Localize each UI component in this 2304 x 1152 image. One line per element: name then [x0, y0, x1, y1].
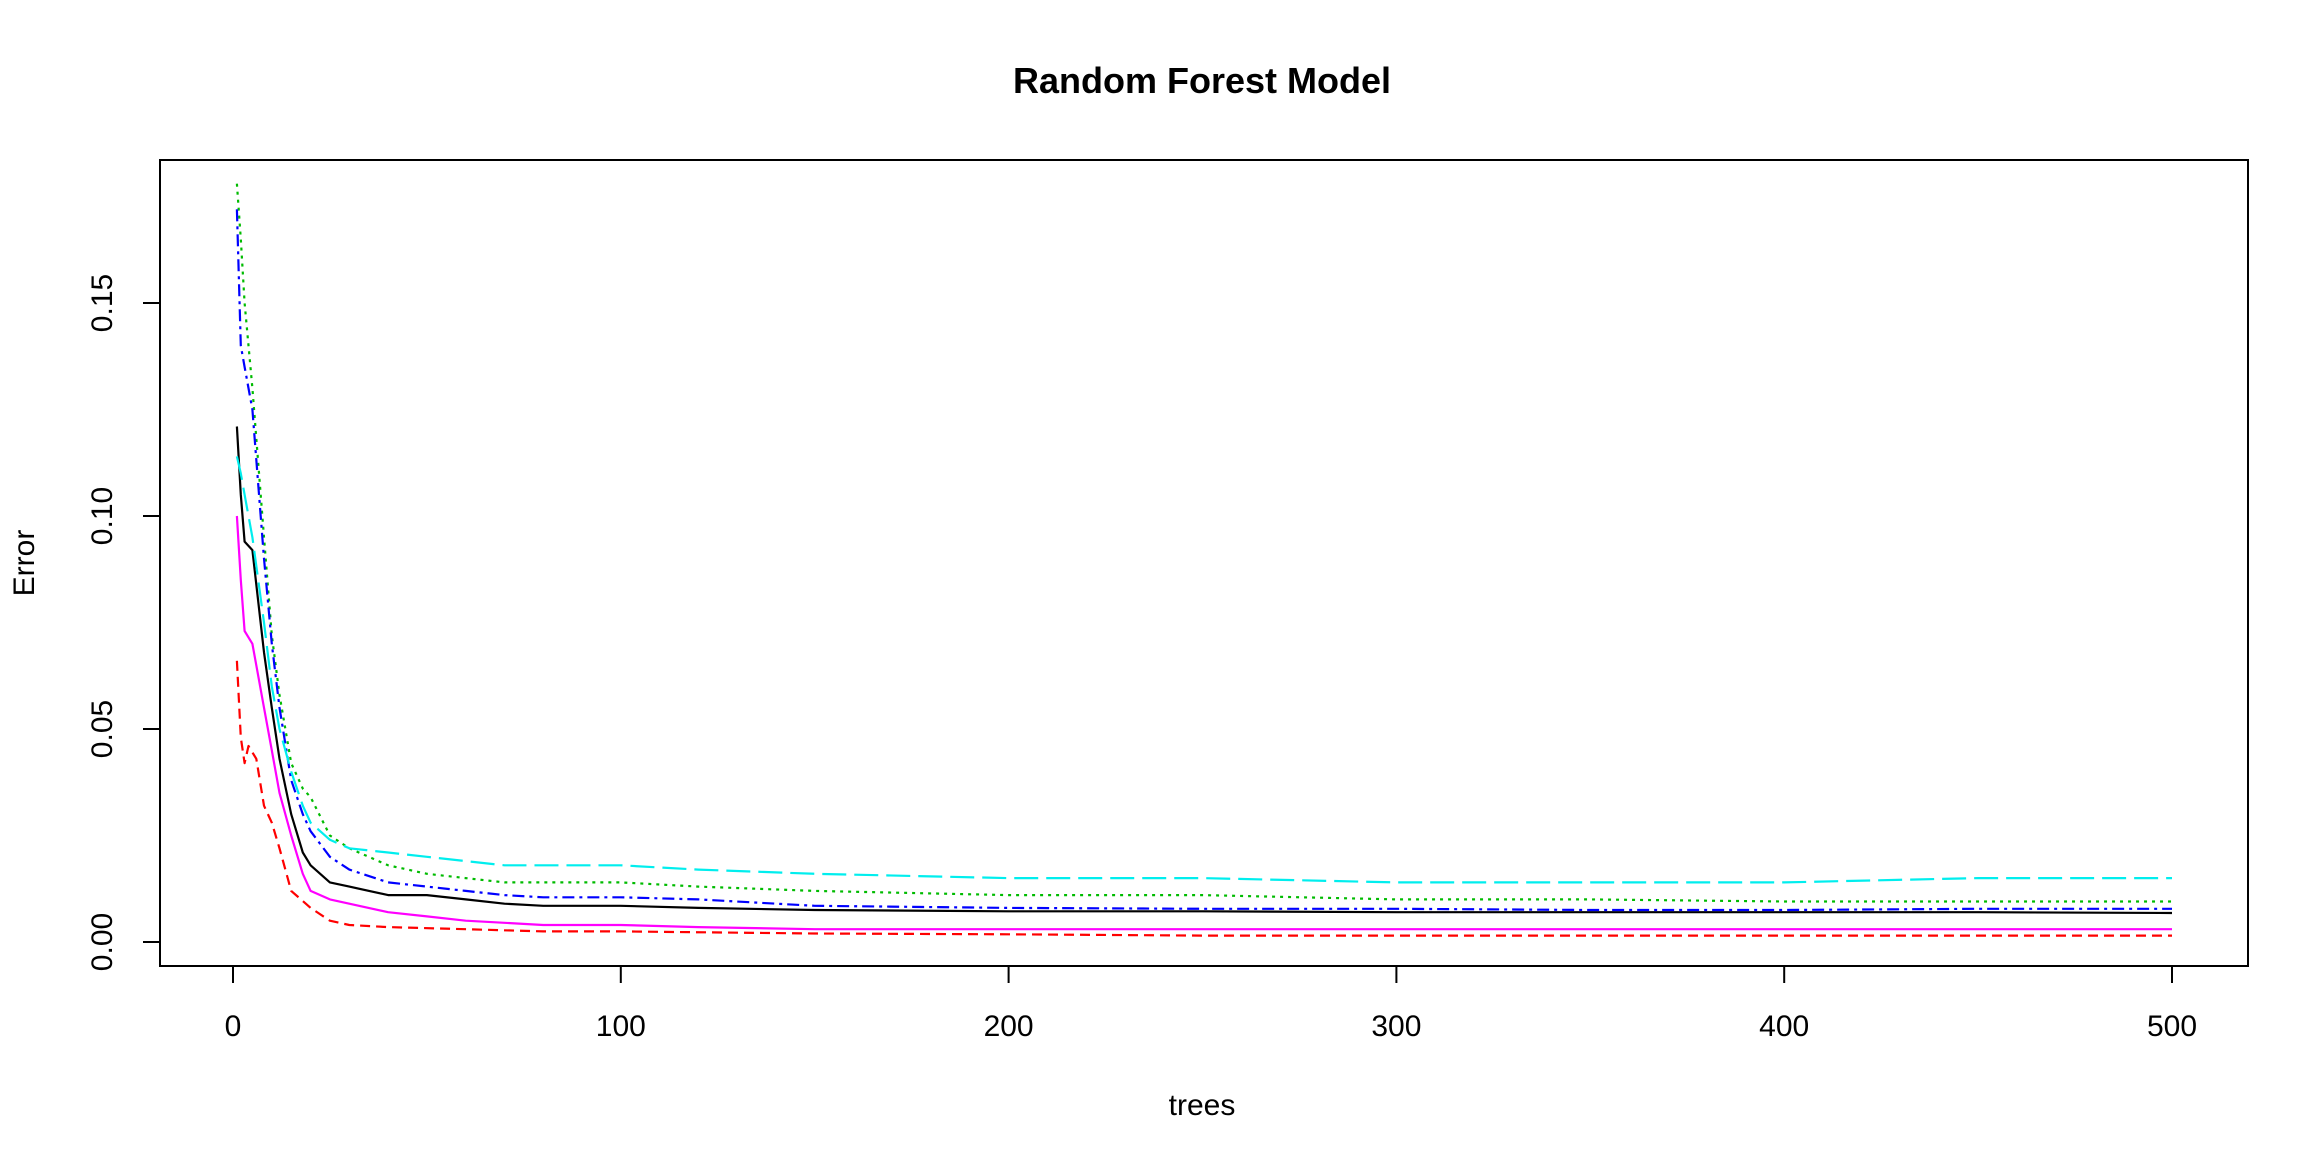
y-tick-label: 0.10: [86, 487, 119, 545]
x-tick-label: 300: [1371, 1010, 1421, 1043]
y-axis-label: Error: [8, 530, 41, 597]
series-line-6: [235, 515, 2172, 931]
series-line-5: [235, 456, 2172, 884]
y-tick-label: 0.05: [86, 700, 119, 758]
plot-frame: [159, 159, 2249, 967]
x-axis-label: trees: [1169, 1089, 1236, 1122]
x-tick-label: 500: [2147, 1010, 2197, 1043]
y-tick-label: 0.15: [86, 274, 119, 332]
x-tick-label: 200: [984, 1010, 1034, 1043]
series-layer: [235, 183, 2173, 937]
x-tick-label: 0: [225, 1010, 242, 1043]
series-line-4: [235, 209, 2172, 912]
x-tick-label: 400: [1759, 1010, 1809, 1043]
x-tick-label: 100: [596, 1010, 646, 1043]
series-line-2: [235, 660, 2172, 937]
series-line-3: [235, 183, 2172, 903]
y-axis: 0.00 0.05 0.10 0.15: [86, 274, 161, 971]
y-tick-label: 0.00: [86, 913, 119, 971]
series-line-1: [235, 426, 2173, 915]
chart-title: Random Forest Model: [1013, 60, 1391, 101]
x-axis: 0 100 200 300 400 500: [225, 965, 2197, 1043]
